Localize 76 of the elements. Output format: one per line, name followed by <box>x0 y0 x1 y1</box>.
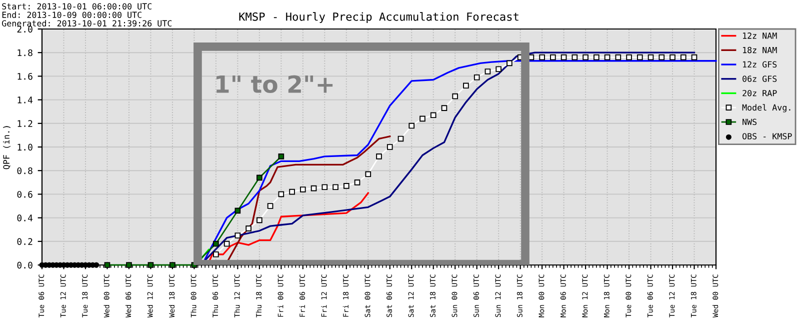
point <box>246 226 252 232</box>
point <box>463 82 469 89</box>
point <box>224 240 230 247</box>
point <box>474 74 480 80</box>
point <box>343 183 350 189</box>
legend-label: 18z NAM <box>743 46 777 54</box>
point <box>408 122 415 129</box>
point <box>582 54 588 60</box>
y-tick-label: 0.2 <box>17 238 32 245</box>
legend-label: OBS - KMSP <box>742 133 792 140</box>
point <box>289 188 295 195</box>
point <box>278 154 284 160</box>
chart-title: KMSP - Hourly Precip Accumulation Forecast <box>239 12 518 23</box>
y-tick-label: 0.4 <box>17 214 33 222</box>
point <box>170 262 176 268</box>
point <box>234 232 241 238</box>
point <box>278 191 284 198</box>
point <box>420 116 426 122</box>
point <box>441 105 448 111</box>
point <box>398 136 404 142</box>
annotation: 1" to 2"+ <box>216 75 333 94</box>
point <box>234 208 241 214</box>
point <box>496 66 502 72</box>
point <box>332 184 338 190</box>
point <box>658 54 665 60</box>
y-axis-title: QPF (in.) <box>3 126 10 170</box>
point <box>670 54 676 60</box>
point <box>506 60 512 66</box>
text: End: 2013-10-09 00:00:00 UTC <box>2 12 142 18</box>
y-tick-label: 0.8 <box>17 167 32 174</box>
point <box>310 185 317 192</box>
legend-label: 12z GFS <box>743 61 777 68</box>
point <box>626 54 632 60</box>
point <box>484 68 491 74</box>
point <box>550 54 556 60</box>
point <box>636 54 643 60</box>
point <box>386 144 393 150</box>
text: Start: 2013-10-01 06:00:00 UTC <box>2 3 152 10</box>
point <box>126 262 132 268</box>
point <box>539 54 545 60</box>
legend-label: NWS <box>742 118 757 126</box>
point <box>594 54 600 60</box>
point <box>300 186 306 192</box>
point <box>365 171 372 178</box>
point <box>376 154 382 160</box>
point <box>680 54 686 60</box>
point <box>452 93 458 100</box>
y-tick-label: 1.0 <box>18 144 32 151</box>
text: Generated: 2013-10-01 21:39:26 UTC <box>2 20 172 26</box>
point <box>213 251 219 258</box>
legend-label: 06z GFS <box>742 76 777 82</box>
point <box>267 203 274 209</box>
legend-label: Model Avg. <box>742 104 790 112</box>
point <box>615 54 622 60</box>
y-tick-label: 1.8 <box>18 49 32 56</box>
point <box>256 174 262 181</box>
y-tick-label: 1.2 <box>18 120 32 127</box>
point <box>322 184 328 190</box>
point <box>213 240 219 247</box>
point <box>148 262 154 268</box>
point <box>430 112 436 118</box>
y-tick-label: 0.6 <box>17 190 32 198</box>
y-tick-label: 1.4 <box>18 96 33 104</box>
legend-label: 12z NAM <box>743 32 777 39</box>
point <box>354 179 360 186</box>
y-tick-label: 1.6 <box>18 72 32 80</box>
point <box>691 54 698 60</box>
point <box>604 54 610 60</box>
point <box>572 54 578 60</box>
legend-label: 20z RAP <box>742 90 777 96</box>
y-tick-label: 2.0 <box>17 26 32 33</box>
point <box>256 217 262 224</box>
point <box>560 54 567 60</box>
y-tick-label: 0.0 <box>17 262 32 269</box>
point <box>104 262 110 268</box>
point <box>648 54 654 60</box>
